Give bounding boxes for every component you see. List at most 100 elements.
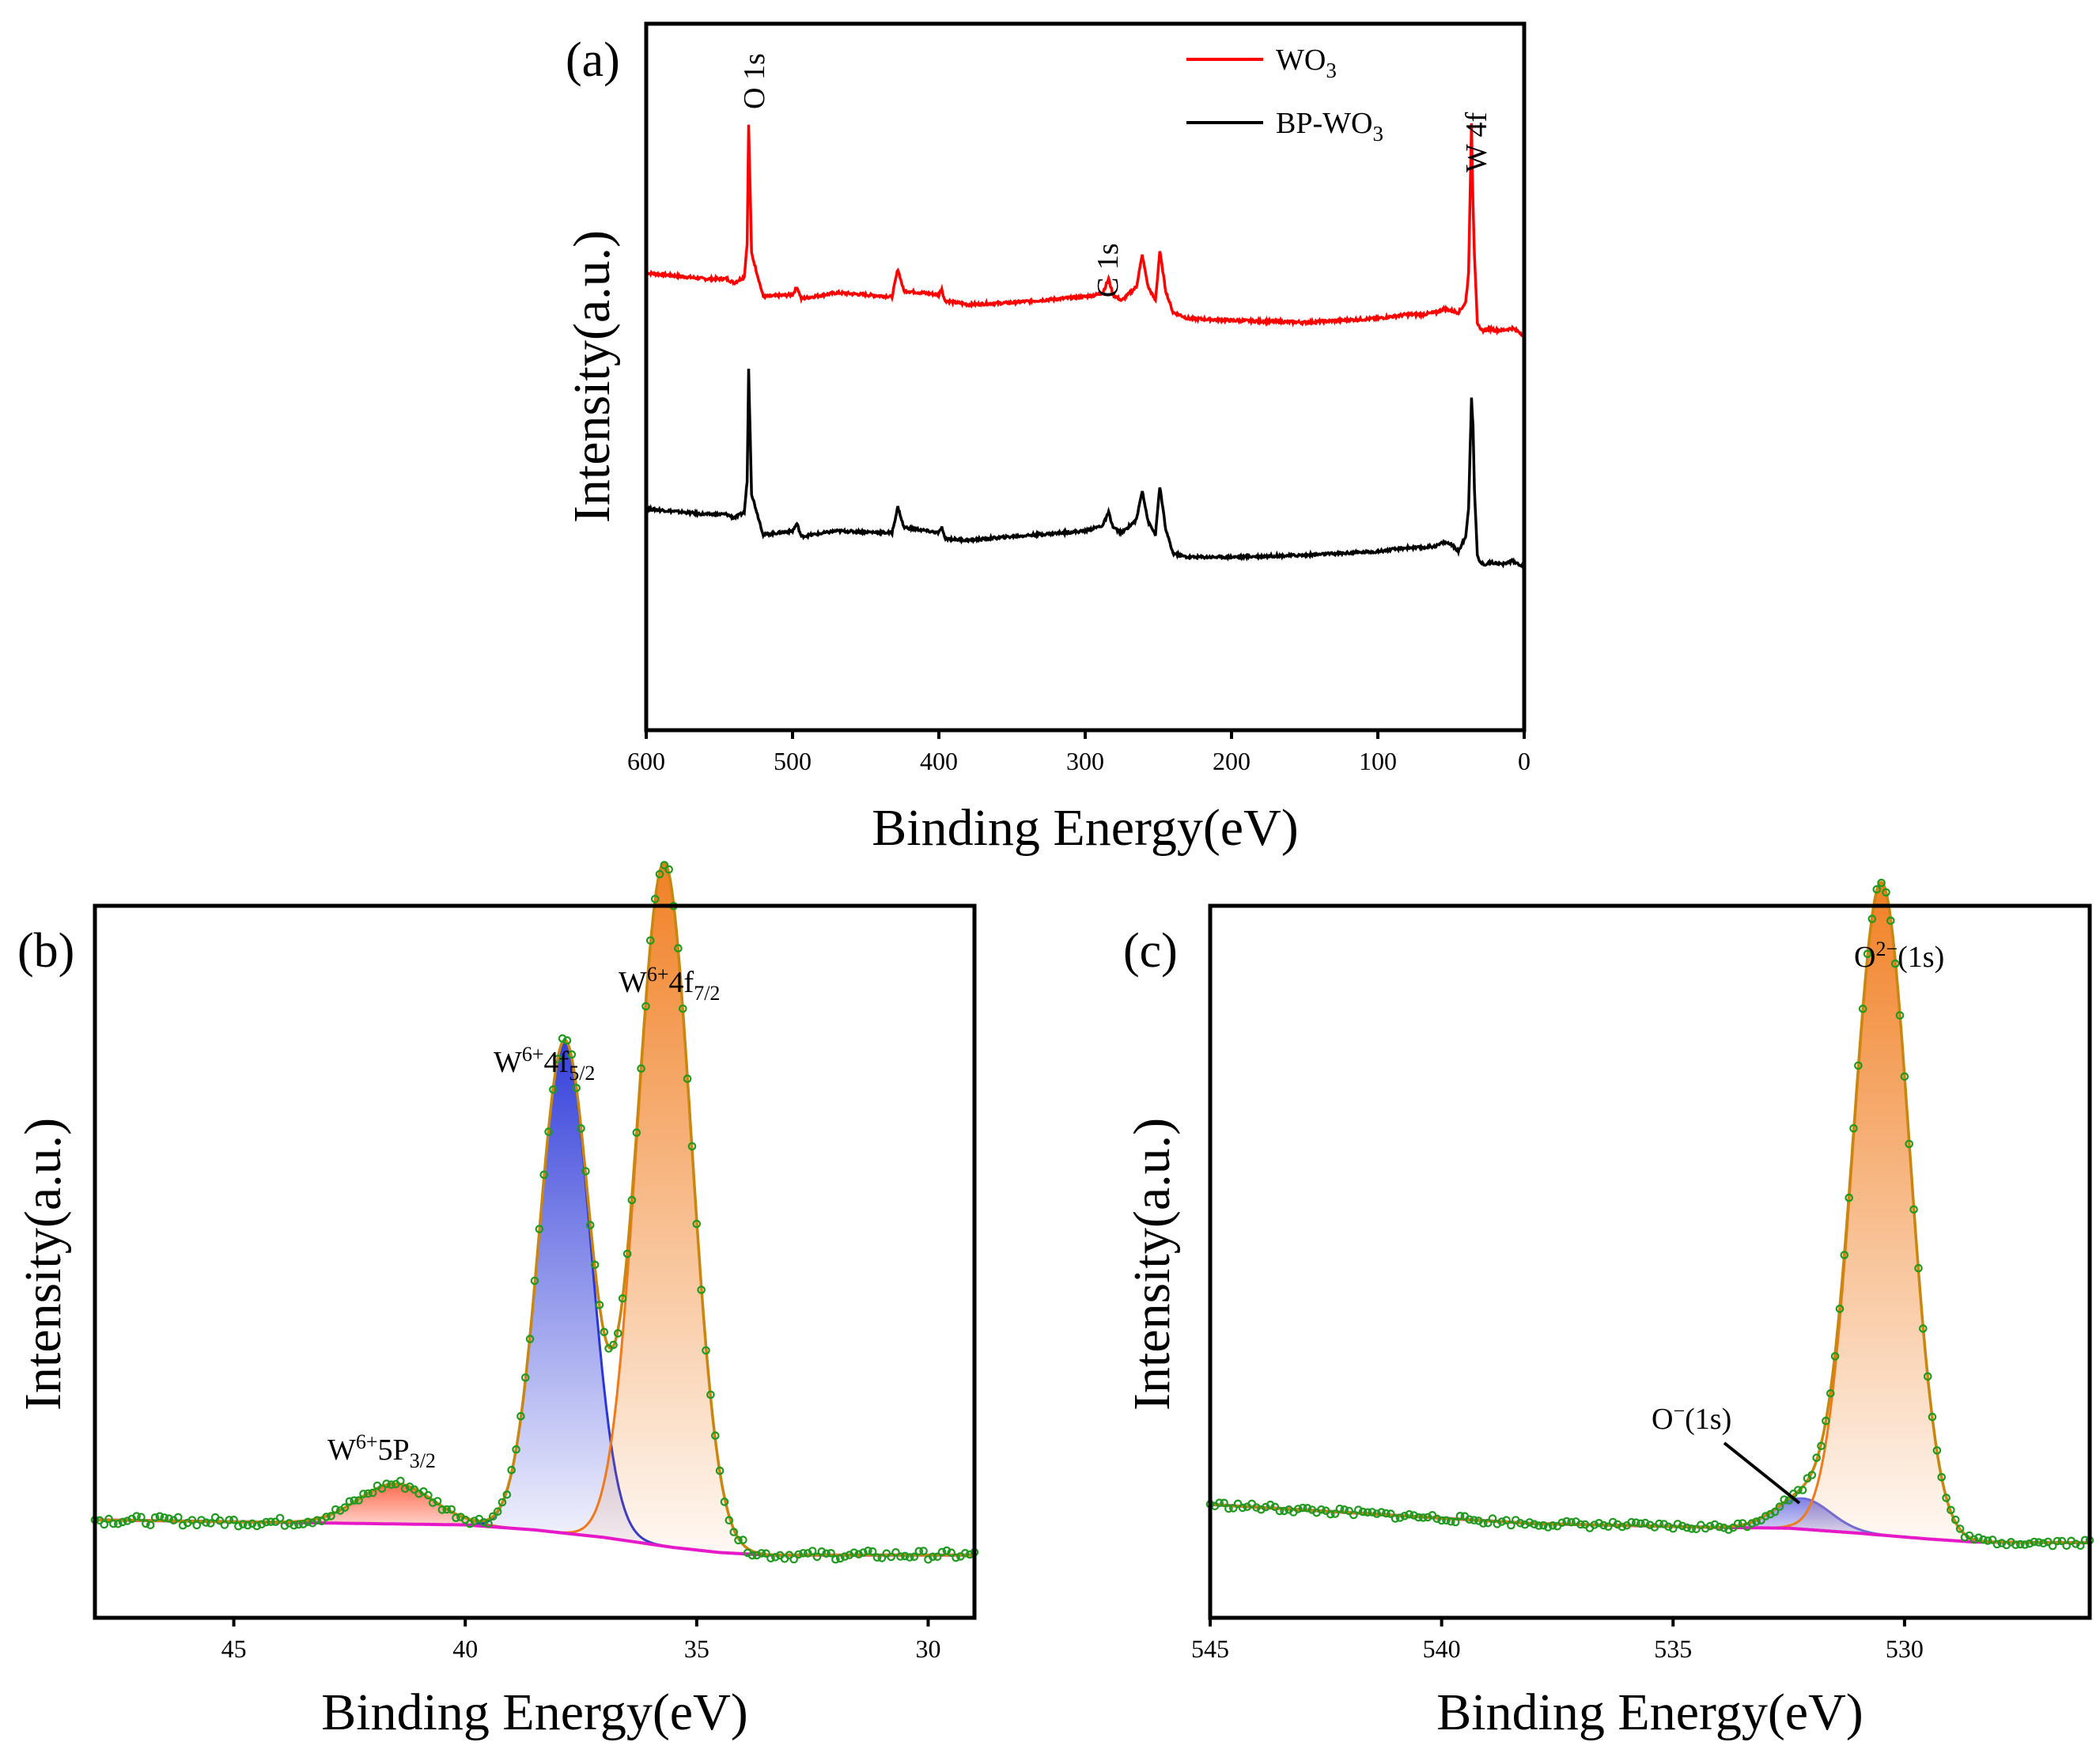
data-point xyxy=(937,1547,947,1557)
data-point xyxy=(1599,1521,1608,1530)
data-point xyxy=(632,1128,641,1137)
data-point xyxy=(831,1555,840,1564)
x-tick-label: 530 xyxy=(1886,1634,1924,1663)
data-point xyxy=(1275,1506,1285,1516)
data-point xyxy=(433,1497,442,1505)
data-point xyxy=(442,1505,452,1514)
data-point xyxy=(613,1329,622,1338)
data-point xyxy=(2020,1540,2030,1549)
annotation-o1s: O 1s xyxy=(738,53,771,109)
data-point xyxy=(1947,1505,1955,1515)
data-point xyxy=(498,1498,507,1507)
data-point xyxy=(317,1517,327,1526)
data-point xyxy=(1919,1324,1928,1333)
data-point xyxy=(165,1514,173,1523)
data-point xyxy=(1905,1139,1913,1149)
data-point xyxy=(350,1496,358,1505)
data-point xyxy=(1724,1525,1733,1534)
data-point xyxy=(192,1521,202,1530)
data-point xyxy=(267,1517,275,1526)
data-point xyxy=(1280,1506,1288,1516)
data-point xyxy=(734,1536,743,1545)
data-point xyxy=(836,1554,845,1563)
data-point xyxy=(2053,1536,2062,1546)
data-point xyxy=(1720,1524,1728,1532)
x-tick-label: 535 xyxy=(1654,1634,1692,1663)
data-point xyxy=(1692,1524,1701,1534)
data-point xyxy=(1266,1500,1275,1509)
data-point xyxy=(225,1516,233,1524)
data-point xyxy=(859,1548,868,1557)
data-point xyxy=(900,1551,910,1561)
data-point xyxy=(142,1519,150,1528)
panel-a-ylabel: Intensity(a.u.) xyxy=(563,230,621,523)
data-point xyxy=(1233,1499,1243,1509)
data-point xyxy=(854,1550,863,1558)
data-point xyxy=(1442,1516,1451,1525)
data-point xyxy=(2062,1541,2071,1551)
data-point xyxy=(1932,1446,1942,1455)
data-point xyxy=(289,1521,298,1530)
annotation-w4f: W 4f xyxy=(1460,112,1493,172)
data-point xyxy=(674,944,683,952)
data-point xyxy=(1405,1509,1413,1519)
data-point xyxy=(1340,1505,1349,1514)
data-point xyxy=(720,1498,729,1506)
data-point xyxy=(1515,1519,1525,1528)
data-point xyxy=(345,1497,354,1506)
data-point xyxy=(789,1555,798,1564)
data-point xyxy=(109,1519,118,1528)
data-point xyxy=(914,1547,924,1556)
data-point xyxy=(1770,1507,1780,1517)
data-point xyxy=(1451,1517,1460,1527)
data-point xyxy=(1229,1504,1238,1513)
data-point xyxy=(1317,1505,1326,1514)
data-point xyxy=(1761,1512,1770,1521)
data-point xyxy=(520,1373,530,1382)
annotation-w4f52: W6+4f5/2 xyxy=(494,1043,595,1085)
data-point xyxy=(252,1521,262,1531)
panel-a-frame xyxy=(644,21,1527,733)
data-point xyxy=(2048,1541,2057,1551)
data-point xyxy=(428,1498,437,1507)
data-point xyxy=(215,1516,225,1525)
annotation-o1-1s: O−(1s) xyxy=(1652,1399,1731,1436)
x-tick-label: 600 xyxy=(627,747,665,775)
data-point xyxy=(1455,1512,1465,1521)
data-point xyxy=(400,1484,410,1494)
data-point xyxy=(1780,1495,1788,1504)
data-point xyxy=(600,1327,609,1337)
data-point xyxy=(1794,1486,1803,1494)
panel-a-x-ticks: 600 500 400 300 200 100 0 xyxy=(627,730,1531,775)
data-point xyxy=(488,1512,498,1521)
annotation-w4f72: W6+4f7/2 xyxy=(619,963,720,1005)
data-point xyxy=(322,1513,331,1521)
data-point xyxy=(1525,1518,1534,1527)
data-point xyxy=(1543,1523,1553,1532)
data-point xyxy=(817,1547,827,1556)
data-point xyxy=(887,1552,895,1562)
data-point xyxy=(2015,1539,2025,1549)
data-point xyxy=(1562,1517,1571,1526)
data-point xyxy=(1988,1536,1997,1544)
data-point xyxy=(395,1476,405,1486)
data-point xyxy=(1687,1524,1696,1533)
data-point xyxy=(507,1465,516,1475)
data-point xyxy=(553,1055,562,1063)
data-point xyxy=(1798,1486,1807,1494)
data-point xyxy=(692,1219,702,1229)
data-point xyxy=(331,1505,340,1514)
data-point xyxy=(206,1519,215,1528)
data-point xyxy=(929,1552,937,1562)
data-point xyxy=(1252,1503,1261,1512)
data-point xyxy=(363,1489,373,1498)
data-point xyxy=(452,1513,460,1522)
data-point xyxy=(1923,1372,1932,1381)
data-point xyxy=(1854,1061,1863,1070)
data-point xyxy=(1937,1472,1946,1482)
data-point xyxy=(243,1521,252,1530)
component-fill xyxy=(543,862,785,1555)
data-point xyxy=(1835,1305,1845,1313)
data-point xyxy=(794,1550,803,1559)
data-point xyxy=(1863,949,1872,959)
